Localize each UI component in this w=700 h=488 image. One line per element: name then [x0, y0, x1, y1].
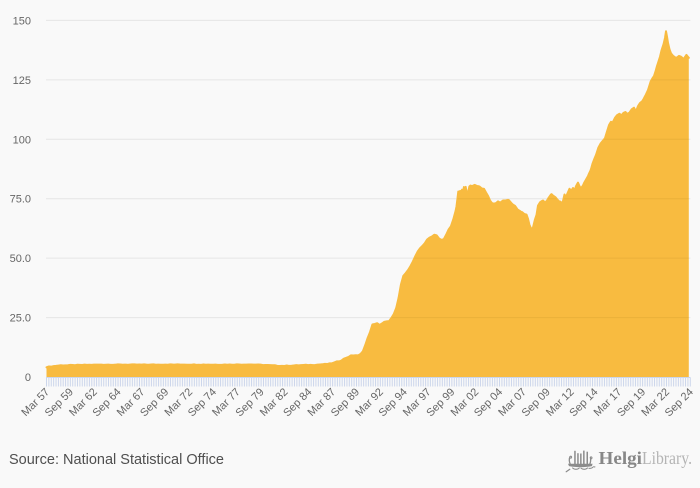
svg-text:0: 0 [25, 372, 31, 384]
svg-text:150: 150 [13, 15, 31, 27]
svg-text:50.0: 50.0 [10, 253, 31, 265]
svg-text:125: 125 [13, 75, 31, 87]
svg-text:Library.: Library. [642, 448, 692, 468]
svg-text:25.0: 25.0 [10, 313, 31, 325]
svg-text:75.0: 75.0 [10, 194, 31, 206]
svg-text:Source: National Statistical O: Source: National Statistical Office [9, 451, 224, 468]
svg-text:100: 100 [13, 134, 31, 146]
svg-text:Helgi: Helgi [599, 448, 643, 468]
